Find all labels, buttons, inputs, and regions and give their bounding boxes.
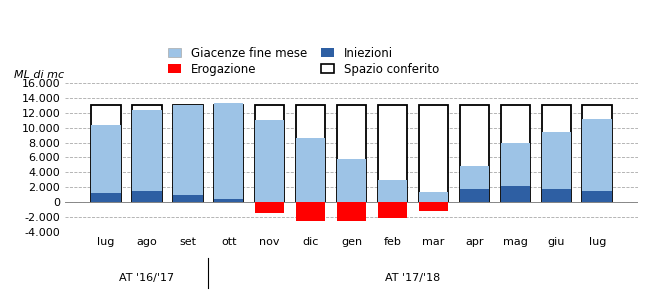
Bar xyxy=(91,125,120,193)
Bar xyxy=(337,105,367,202)
Bar xyxy=(91,193,120,202)
Bar xyxy=(542,105,571,202)
Bar xyxy=(296,138,326,202)
Bar xyxy=(132,191,161,202)
Bar xyxy=(91,105,120,202)
Bar xyxy=(337,159,367,202)
Bar xyxy=(296,202,326,220)
Bar xyxy=(460,189,489,202)
Bar xyxy=(255,202,284,213)
Bar xyxy=(583,191,612,202)
Bar xyxy=(460,105,489,202)
Bar xyxy=(214,105,243,202)
Bar xyxy=(337,202,367,221)
Bar xyxy=(501,105,530,202)
Bar xyxy=(378,202,408,218)
Bar xyxy=(255,105,284,202)
Bar xyxy=(132,105,161,202)
Bar xyxy=(255,120,284,202)
Bar xyxy=(378,105,408,202)
Bar xyxy=(583,119,612,191)
Text: ML di mc: ML di mc xyxy=(14,70,64,80)
Bar xyxy=(296,105,326,202)
Bar xyxy=(419,192,448,202)
Bar xyxy=(132,110,161,191)
Bar xyxy=(583,105,612,202)
Bar xyxy=(214,103,243,199)
Bar xyxy=(173,195,202,202)
Bar xyxy=(542,189,571,202)
Bar xyxy=(501,143,530,186)
Bar xyxy=(501,186,530,202)
Legend: Giacenze fine mese, Erogazione, Iniezioni, Spazio conferito: Giacenze fine mese, Erogazione, Iniezion… xyxy=(169,47,439,76)
Bar xyxy=(214,199,243,202)
Text: AT '17/'18: AT '17/'18 xyxy=(385,273,441,283)
Bar xyxy=(419,105,448,202)
Bar xyxy=(173,105,202,195)
Bar xyxy=(173,105,202,202)
Bar xyxy=(378,181,408,202)
Bar xyxy=(419,202,448,211)
Bar xyxy=(542,132,571,189)
Text: AT '16/'17: AT '16/'17 xyxy=(119,273,174,283)
Bar xyxy=(460,166,489,189)
